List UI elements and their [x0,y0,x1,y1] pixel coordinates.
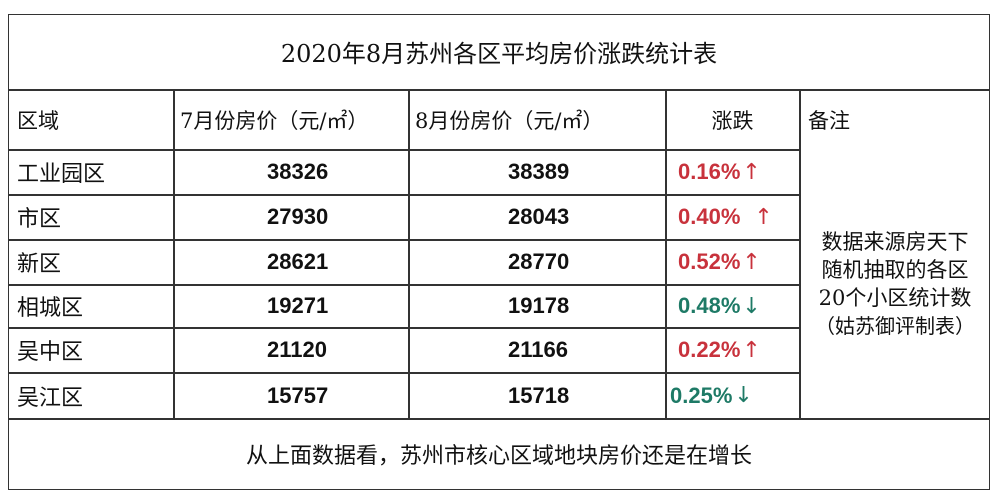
row-august-price: 28770 [508,249,570,274]
row-august-price: 19178 [508,293,570,318]
table-footer: 从上面数据看，苏州市核心区域地块房价还是在增长 [245,444,752,469]
change-percent: 0.22% [678,337,741,362]
note-line: 20个小区统计数 [818,286,972,310]
row-july-price: 15757 [267,382,329,408]
column-rule [665,89,667,418]
rule-under-title [8,89,990,91]
row-july-price: 21120 [267,337,327,362]
change-percent: 0.16% [678,159,741,184]
table-title: 2020年8月苏州各区平均房价涨跌统计表 [280,40,718,68]
row-change: 0.52% ↑ [666,240,799,284]
row-region: 工业园区 [17,162,106,187]
header-july-price: 7月份房价（元/㎡） [180,108,369,133]
header-region: 区域 [17,108,59,133]
header-august-price: 8月份房价（元/㎡） [415,108,604,133]
note-line: 数据来源房天下 [821,230,969,254]
row-change: 0.22% ↑ [666,328,799,372]
change-percent: 0.40% [678,204,741,229]
change-percent: 0.52% [678,249,741,274]
column-rule [173,89,175,418]
row-change: 0.16% ↑ [666,150,799,194]
row-region: 新区 [17,252,62,277]
row-rule [8,239,799,241]
change-arrow-icon: ↑ [754,204,773,230]
row-rule [8,284,799,286]
row-rule [8,372,799,374]
row-region: 相城区 [17,296,84,321]
row-august-price: 38389 [508,159,570,184]
row-region: 吴江区 [17,385,84,411]
note-line: （姑苏御评制表） [815,314,975,338]
row-region: 市区 [17,207,62,232]
change-arrow-icon: ↑ [742,249,761,275]
header-note: 备注 [808,108,850,133]
note-line: 随机抽取的各区 [821,258,969,282]
rule-under-header [8,149,799,151]
header-change: 涨跌 [711,108,754,133]
change-percent: 0.48% [678,293,741,318]
change-percent: 0.25% [670,382,733,408]
row-july-price: 38326 [267,159,329,184]
table-border [8,14,990,490]
column-rule [408,89,410,418]
row-august-price: 21166 [508,337,568,362]
change-arrow-icon: ↓ [742,293,761,319]
change-arrow-icon: ↓ [734,383,753,408]
row-rule [8,327,799,329]
change-arrow-icon: ↑ [742,337,761,363]
row-july-price: 19271 [267,293,329,318]
row-july-price: 28621 [267,249,329,274]
column-rule [799,89,801,418]
row-change: 0.48% ↓ [666,285,799,327]
row-region: 吴中区 [17,340,84,365]
row-change: 0.25% ↓ [666,373,799,418]
change-arrow-icon: ↑ [742,159,761,185]
rule-above-footer [8,418,990,420]
row-rule [8,194,799,196]
row-july-price: 27930 [267,204,329,229]
row-august-price: 28043 [508,204,570,229]
row-change: 0.40% ↑ [666,195,799,239]
note-cell: 数据来源房天下 随机抽取的各区 20个小区统计数 （姑苏御评制表） [800,150,990,418]
row-august-price: 15718 [508,382,570,408]
